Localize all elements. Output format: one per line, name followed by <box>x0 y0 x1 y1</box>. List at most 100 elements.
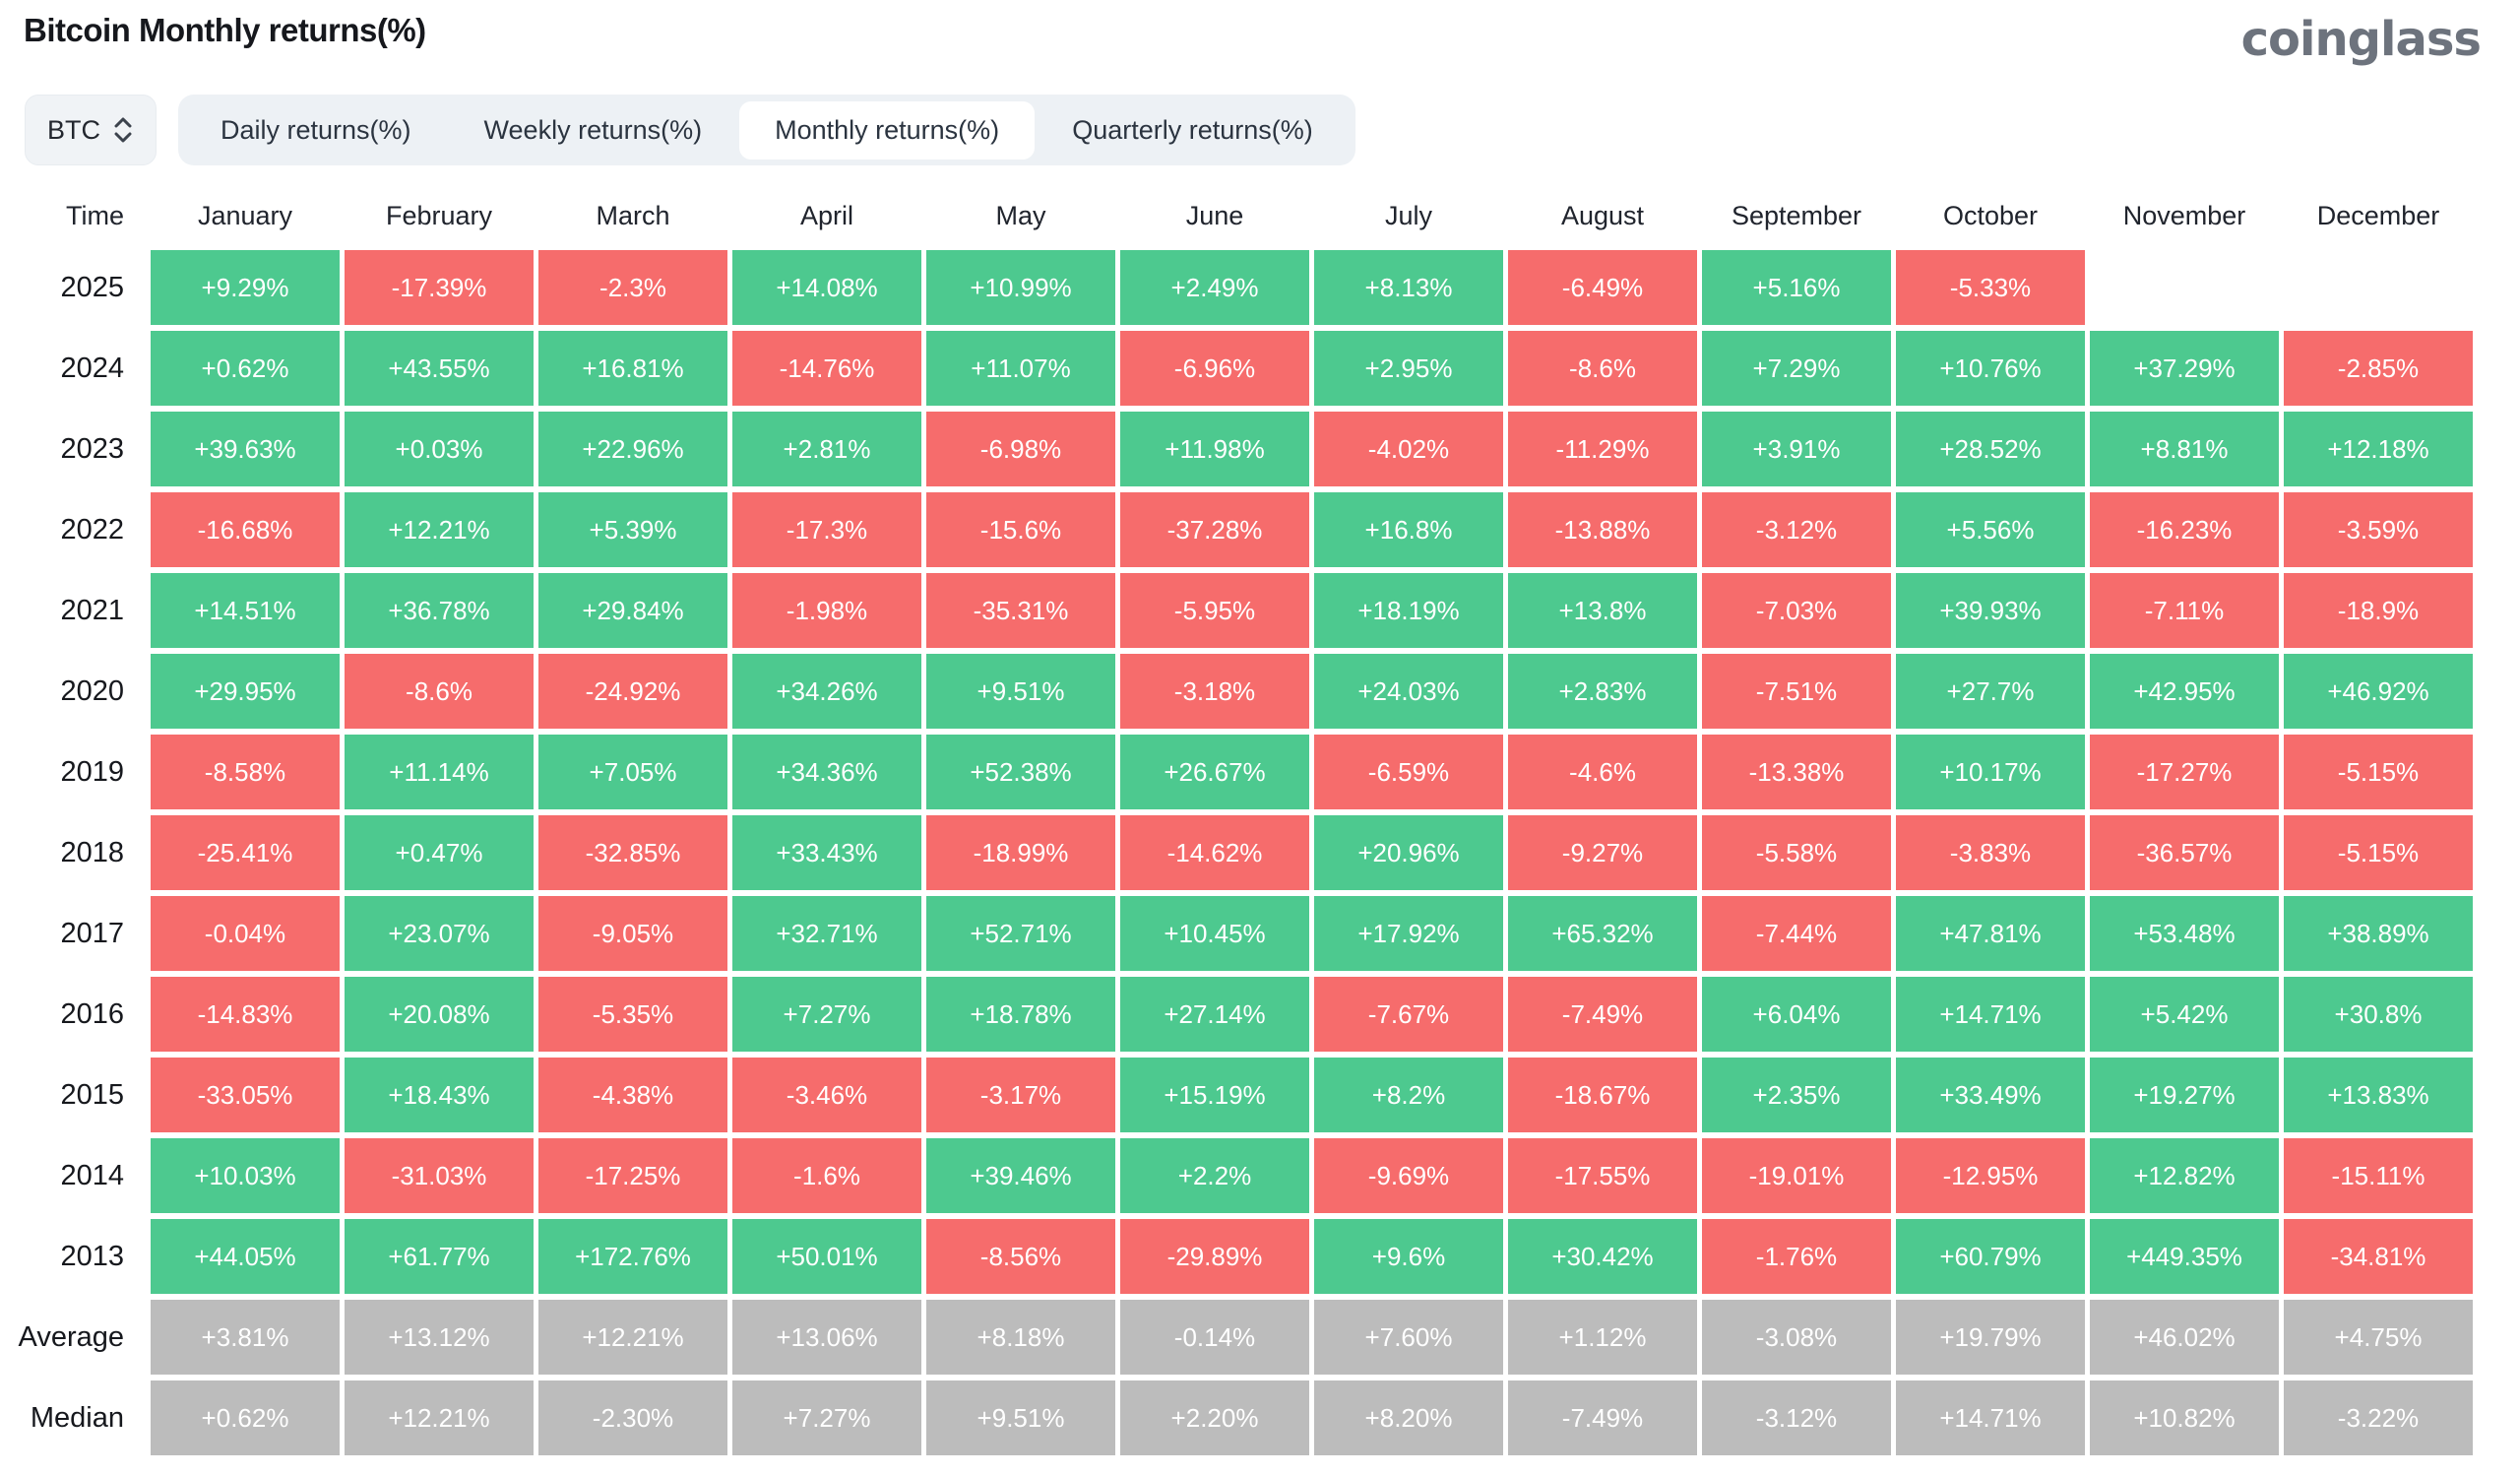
return-cell: +16.81% <box>538 331 727 406</box>
return-cell: +12.18% <box>2284 412 2473 486</box>
return-cell: -8.58% <box>151 735 340 809</box>
row-label-2016: 2016 <box>60 997 124 1030</box>
period-tabs: Daily returns(%) Weekly returns(%) Month… <box>178 95 1355 165</box>
return-cell: -3.17% <box>926 1058 1115 1132</box>
return-cell: +6.04% <box>1702 977 1891 1052</box>
return-cell: +8.81% <box>2090 412 2279 486</box>
return-cell: -3.46% <box>732 1058 921 1132</box>
return-cell: +13.8% <box>1508 573 1697 648</box>
return-cell: -7.49% <box>1508 977 1697 1052</box>
return-cell: +7.05% <box>538 735 727 809</box>
column-header: December <box>2316 200 2440 230</box>
row-label-2023: 2023 <box>60 432 124 465</box>
return-cell: +5.39% <box>538 492 727 567</box>
row-label-2014: 2014 <box>60 1159 124 1191</box>
column-header: July <box>1384 200 1432 230</box>
row-label-2013: 2013 <box>60 1240 124 1272</box>
row-label-2017: 2017 <box>60 917 124 949</box>
column-header: February <box>385 200 493 230</box>
return-cell: -5.15% <box>2284 735 2473 809</box>
return-cell <box>2090 250 2279 325</box>
return-cell: -4.02% <box>1314 412 1503 486</box>
return-cell: +33.49% <box>1896 1058 2085 1132</box>
return-cell: +24.03% <box>1314 654 1503 729</box>
return-cell: -9.27% <box>1508 815 1697 890</box>
return-cell: -16.68% <box>151 492 340 567</box>
column-header: September <box>1731 200 1862 230</box>
return-cell: +4.75% <box>2284 1300 2473 1375</box>
return-cell: +9.6% <box>1314 1219 1503 1294</box>
return-cell: -36.57% <box>2090 815 2279 890</box>
return-cell: +22.96% <box>538 412 727 486</box>
return-cell: +13.06% <box>732 1300 921 1375</box>
row-label-2025: 2025 <box>60 271 124 303</box>
return-cell <box>2284 250 2473 325</box>
tab-quarterly-returns[interactable]: Quarterly returns(%) <box>1072 114 1313 145</box>
return-cell: +13.83% <box>2284 1058 2473 1132</box>
return-cell: +60.79% <box>1896 1219 2085 1294</box>
return-cell: +14.71% <box>1896 1380 2085 1455</box>
return-cell: -17.25% <box>538 1138 727 1213</box>
return-cell: +14.71% <box>1896 977 2085 1052</box>
return-cell: -29.89% <box>1120 1219 1309 1294</box>
column-header: August <box>1560 200 1645 230</box>
return-cell: -5.33% <box>1896 250 2085 325</box>
return-cell: +7.27% <box>732 1380 921 1455</box>
return-cell: -37.28% <box>1120 492 1309 567</box>
return-cell: +172.76% <box>538 1219 727 1294</box>
return-cell: +34.26% <box>732 654 921 729</box>
column-header: May <box>995 200 1046 230</box>
return-cell: +3.91% <box>1702 412 1891 486</box>
return-cell: -13.38% <box>1702 735 1891 809</box>
return-cell: -2.30% <box>538 1380 727 1455</box>
return-cell: +52.71% <box>926 896 1115 971</box>
return-cell: +18.43% <box>345 1058 534 1132</box>
return-cell: +10.17% <box>1896 735 2085 809</box>
return-cell: -15.6% <box>926 492 1115 567</box>
row-label-2015: 2015 <box>60 1078 124 1111</box>
return-cell: +46.92% <box>2284 654 2473 729</box>
return-cell: +32.71% <box>732 896 921 971</box>
return-cell: -12.95% <box>1896 1138 2085 1213</box>
return-cell: +39.46% <box>926 1138 1115 1213</box>
return-cell: -3.83% <box>1896 815 2085 890</box>
return-cell: +29.95% <box>151 654 340 729</box>
return-cell: +2.20% <box>1120 1380 1309 1455</box>
return-cell: -6.49% <box>1508 250 1697 325</box>
return-cell: +0.03% <box>345 412 534 486</box>
return-cell: +10.45% <box>1120 896 1309 971</box>
return-cell: +28.52% <box>1896 412 2085 486</box>
return-cell: +20.96% <box>1314 815 1503 890</box>
return-cell: +8.20% <box>1314 1380 1503 1455</box>
column-header: June <box>1185 200 1244 230</box>
return-cell: -17.3% <box>732 492 921 567</box>
return-cell: +38.89% <box>2284 896 2473 971</box>
row-label-2018: 2018 <box>60 836 124 868</box>
return-cell: +50.01% <box>732 1219 921 1294</box>
return-cell: -7.67% <box>1314 977 1503 1052</box>
return-cell: +18.78% <box>926 977 1115 1052</box>
return-cell: +46.02% <box>2090 1300 2279 1375</box>
return-cell: -34.81% <box>2284 1219 2473 1294</box>
return-cell: -2.85% <box>2284 331 2473 406</box>
return-cell: -7.03% <box>1702 573 1891 648</box>
return-cell: -0.04% <box>151 896 340 971</box>
return-cell: -14.83% <box>151 977 340 1052</box>
return-cell: +12.82% <box>2090 1138 2279 1213</box>
tab-monthly-returns[interactable]: Monthly returns(%) <box>739 100 1036 160</box>
return-cell: -18.99% <box>926 815 1115 890</box>
tab-weekly-returns[interactable]: Weekly returns(%) <box>483 114 703 145</box>
return-cell: +2.95% <box>1314 331 1503 406</box>
return-cell: -16.23% <box>2090 492 2279 567</box>
return-cell: -6.96% <box>1120 331 1309 406</box>
return-cell: -24.92% <box>538 654 727 729</box>
return-cell: -3.12% <box>1702 1380 1891 1455</box>
return-cell: +7.29% <box>1702 331 1891 406</box>
return-cell: +449.35% <box>2090 1219 2279 1294</box>
tab-daily-returns[interactable]: Daily returns(%) <box>220 114 411 145</box>
return-cell: -3.59% <box>2284 492 2473 567</box>
symbol-select[interactable]: BTC <box>25 95 157 165</box>
column-header: October <box>1942 200 2039 230</box>
return-cell: +11.14% <box>345 735 534 809</box>
row-label-2022: 2022 <box>60 513 124 545</box>
